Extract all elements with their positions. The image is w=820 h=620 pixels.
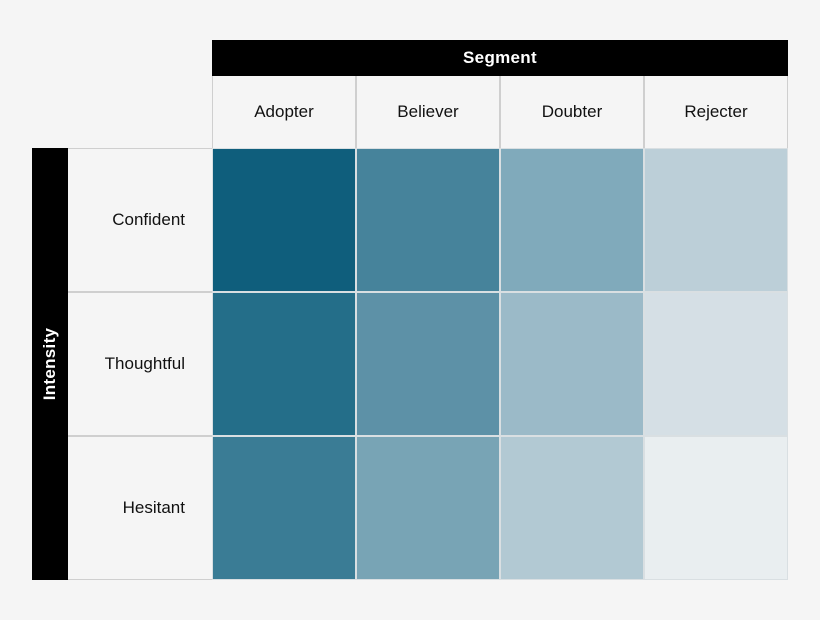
- segment-title: Segment: [463, 48, 537, 67]
- cell-confident-doubter: [500, 148, 644, 292]
- cell-thoughtful-doubter: [500, 292, 644, 436]
- intensity-title: Intensity: [40, 327, 59, 401]
- row-header-hesitant: Hesitant: [68, 436, 212, 580]
- column-header-rejecter: Rejecter: [644, 76, 788, 148]
- row-header-thoughtful: Thoughtful: [68, 292, 212, 436]
- cell-confident-believer: [356, 148, 500, 292]
- segment-header: Segment: [212, 40, 788, 76]
- cell-hesitant-adopter: [212, 436, 356, 580]
- cell-thoughtful-rejecter: [644, 292, 788, 436]
- cell-hesitant-doubter: [500, 436, 644, 580]
- cell-hesitant-rejecter: [644, 436, 788, 580]
- cell-thoughtful-believer: [356, 292, 500, 436]
- column-header-doubter: Doubter: [500, 76, 644, 148]
- cell-hesitant-believer: [356, 436, 500, 580]
- column-header-adopter: Adopter: [212, 76, 356, 148]
- intensity-header: Intensity: [32, 148, 68, 580]
- column-header-believer: Believer: [356, 76, 500, 148]
- cell-confident-rejecter: [644, 148, 788, 292]
- row-header-confident: Confident: [68, 148, 212, 292]
- cell-confident-adopter: [212, 148, 356, 292]
- cell-thoughtful-adopter: [212, 292, 356, 436]
